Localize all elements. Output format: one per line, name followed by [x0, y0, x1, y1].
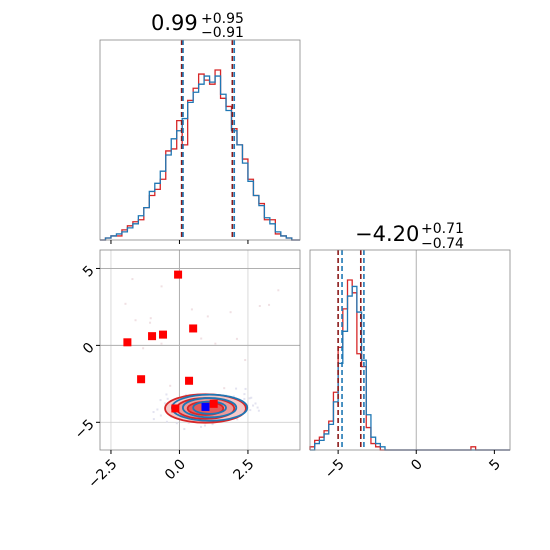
sample-dot [248, 397, 251, 400]
sample-dot [236, 418, 239, 421]
histogram-top-left [99, 39, 301, 241]
histogram-bottom-right [309, 249, 511, 451]
sample-dot [268, 303, 271, 306]
sample-dot [163, 402, 166, 405]
y-tick-label: 0 [80, 340, 98, 358]
sample-dot [252, 404, 255, 407]
br-x-tick-label: 5 [486, 456, 504, 474]
sample-dot [199, 425, 202, 428]
sample-dot [254, 402, 257, 405]
sample-dot [250, 396, 253, 399]
sample-dot [124, 302, 127, 305]
sample-dot [152, 418, 155, 421]
x-tick-label: 0.0 [162, 456, 189, 483]
sample-dot [256, 406, 259, 409]
sample-dot [229, 311, 232, 314]
br-x-tick-label: 0 [408, 456, 426, 474]
histogram-series-1 [100, 75, 300, 241]
sample-dot [214, 342, 217, 345]
sample-dot [142, 347, 145, 350]
sample-dot [277, 289, 280, 292]
sample-dot [187, 421, 190, 424]
sample-dot [232, 395, 235, 398]
title-bottom-right-minus: −0.74 [421, 236, 464, 252]
sample-dot [166, 397, 169, 400]
marker-0-2 [148, 332, 157, 341]
sample-dot [175, 422, 178, 425]
sample-dot [243, 397, 246, 400]
panel-frame-bottom-right [309, 249, 511, 451]
sample-dot [160, 342, 163, 345]
scatter-panel [99, 249, 301, 451]
marker-0-6 [185, 376, 194, 385]
sample-dot [165, 420, 168, 423]
marker-0-1 [123, 338, 132, 347]
histogram-series-0 [100, 69, 300, 241]
sample-dot [206, 315, 209, 318]
sample-dot [223, 387, 226, 390]
sample-dot [200, 337, 203, 340]
sample-dot [152, 411, 155, 414]
title-bottom-right-value: −4.20 [355, 222, 419, 246]
sample-dot [204, 424, 207, 427]
sample-dot [183, 428, 186, 431]
marker-0-0 [174, 270, 183, 279]
sample-dot [258, 305, 261, 308]
sample-dot [169, 384, 172, 387]
contour-line-1-2 [192, 400, 227, 415]
sample-dot [159, 414, 162, 417]
sample-dot [244, 387, 247, 390]
sample-dot [235, 337, 238, 340]
marker-1-0 [201, 402, 210, 411]
br-x-tick-label: −5 [322, 456, 348, 482]
sample-dot [257, 409, 260, 412]
sample-dot [131, 278, 134, 281]
title-top-left-minus: −0.91 [201, 25, 244, 41]
histogram-series-1 [310, 285, 510, 451]
contour-line-1-1 [181, 397, 238, 419]
sample-dot [149, 321, 152, 324]
x-tick-label: −2.5 [85, 456, 120, 491]
title-top-left-plus: +0.95 [201, 11, 244, 27]
panel-frame-bottom-left [99, 249, 301, 451]
sample-dot [149, 317, 152, 320]
y-tick-label: −5 [72, 417, 98, 443]
marker-0-7 [171, 404, 180, 413]
title-bottom-right-plus: +0.71 [421, 221, 464, 237]
sample-dot [156, 408, 159, 411]
sample-dot [134, 319, 137, 322]
sample-dot [190, 308, 193, 311]
panel-top-left: 0.99 +0.95 −0.91 [151, 11, 244, 41]
sample-dot [249, 409, 252, 412]
marker-0-4 [189, 324, 198, 333]
y-tick-label: 5 [80, 263, 98, 281]
panel-bottom-right: −4.20 +0.71 −0.74 [355, 221, 464, 252]
sample-dot [244, 359, 247, 362]
marker-0-8 [209, 399, 218, 408]
marker-0-3 [159, 330, 168, 339]
histogram-series-0 [309, 279, 510, 451]
sample-dot [160, 285, 163, 288]
sample-dot [235, 387, 238, 390]
title-top-left-value: 0.99 [151, 11, 198, 35]
sample-dot [159, 399, 162, 402]
sample-dot [165, 393, 168, 396]
sample-dot [243, 393, 246, 396]
x-tick-label: 2.5 [230, 456, 257, 483]
sample-dot [185, 393, 188, 396]
marker-0-5 [137, 375, 146, 384]
sample-dot [211, 423, 214, 426]
panel-frame-top-left [99, 39, 301, 241]
